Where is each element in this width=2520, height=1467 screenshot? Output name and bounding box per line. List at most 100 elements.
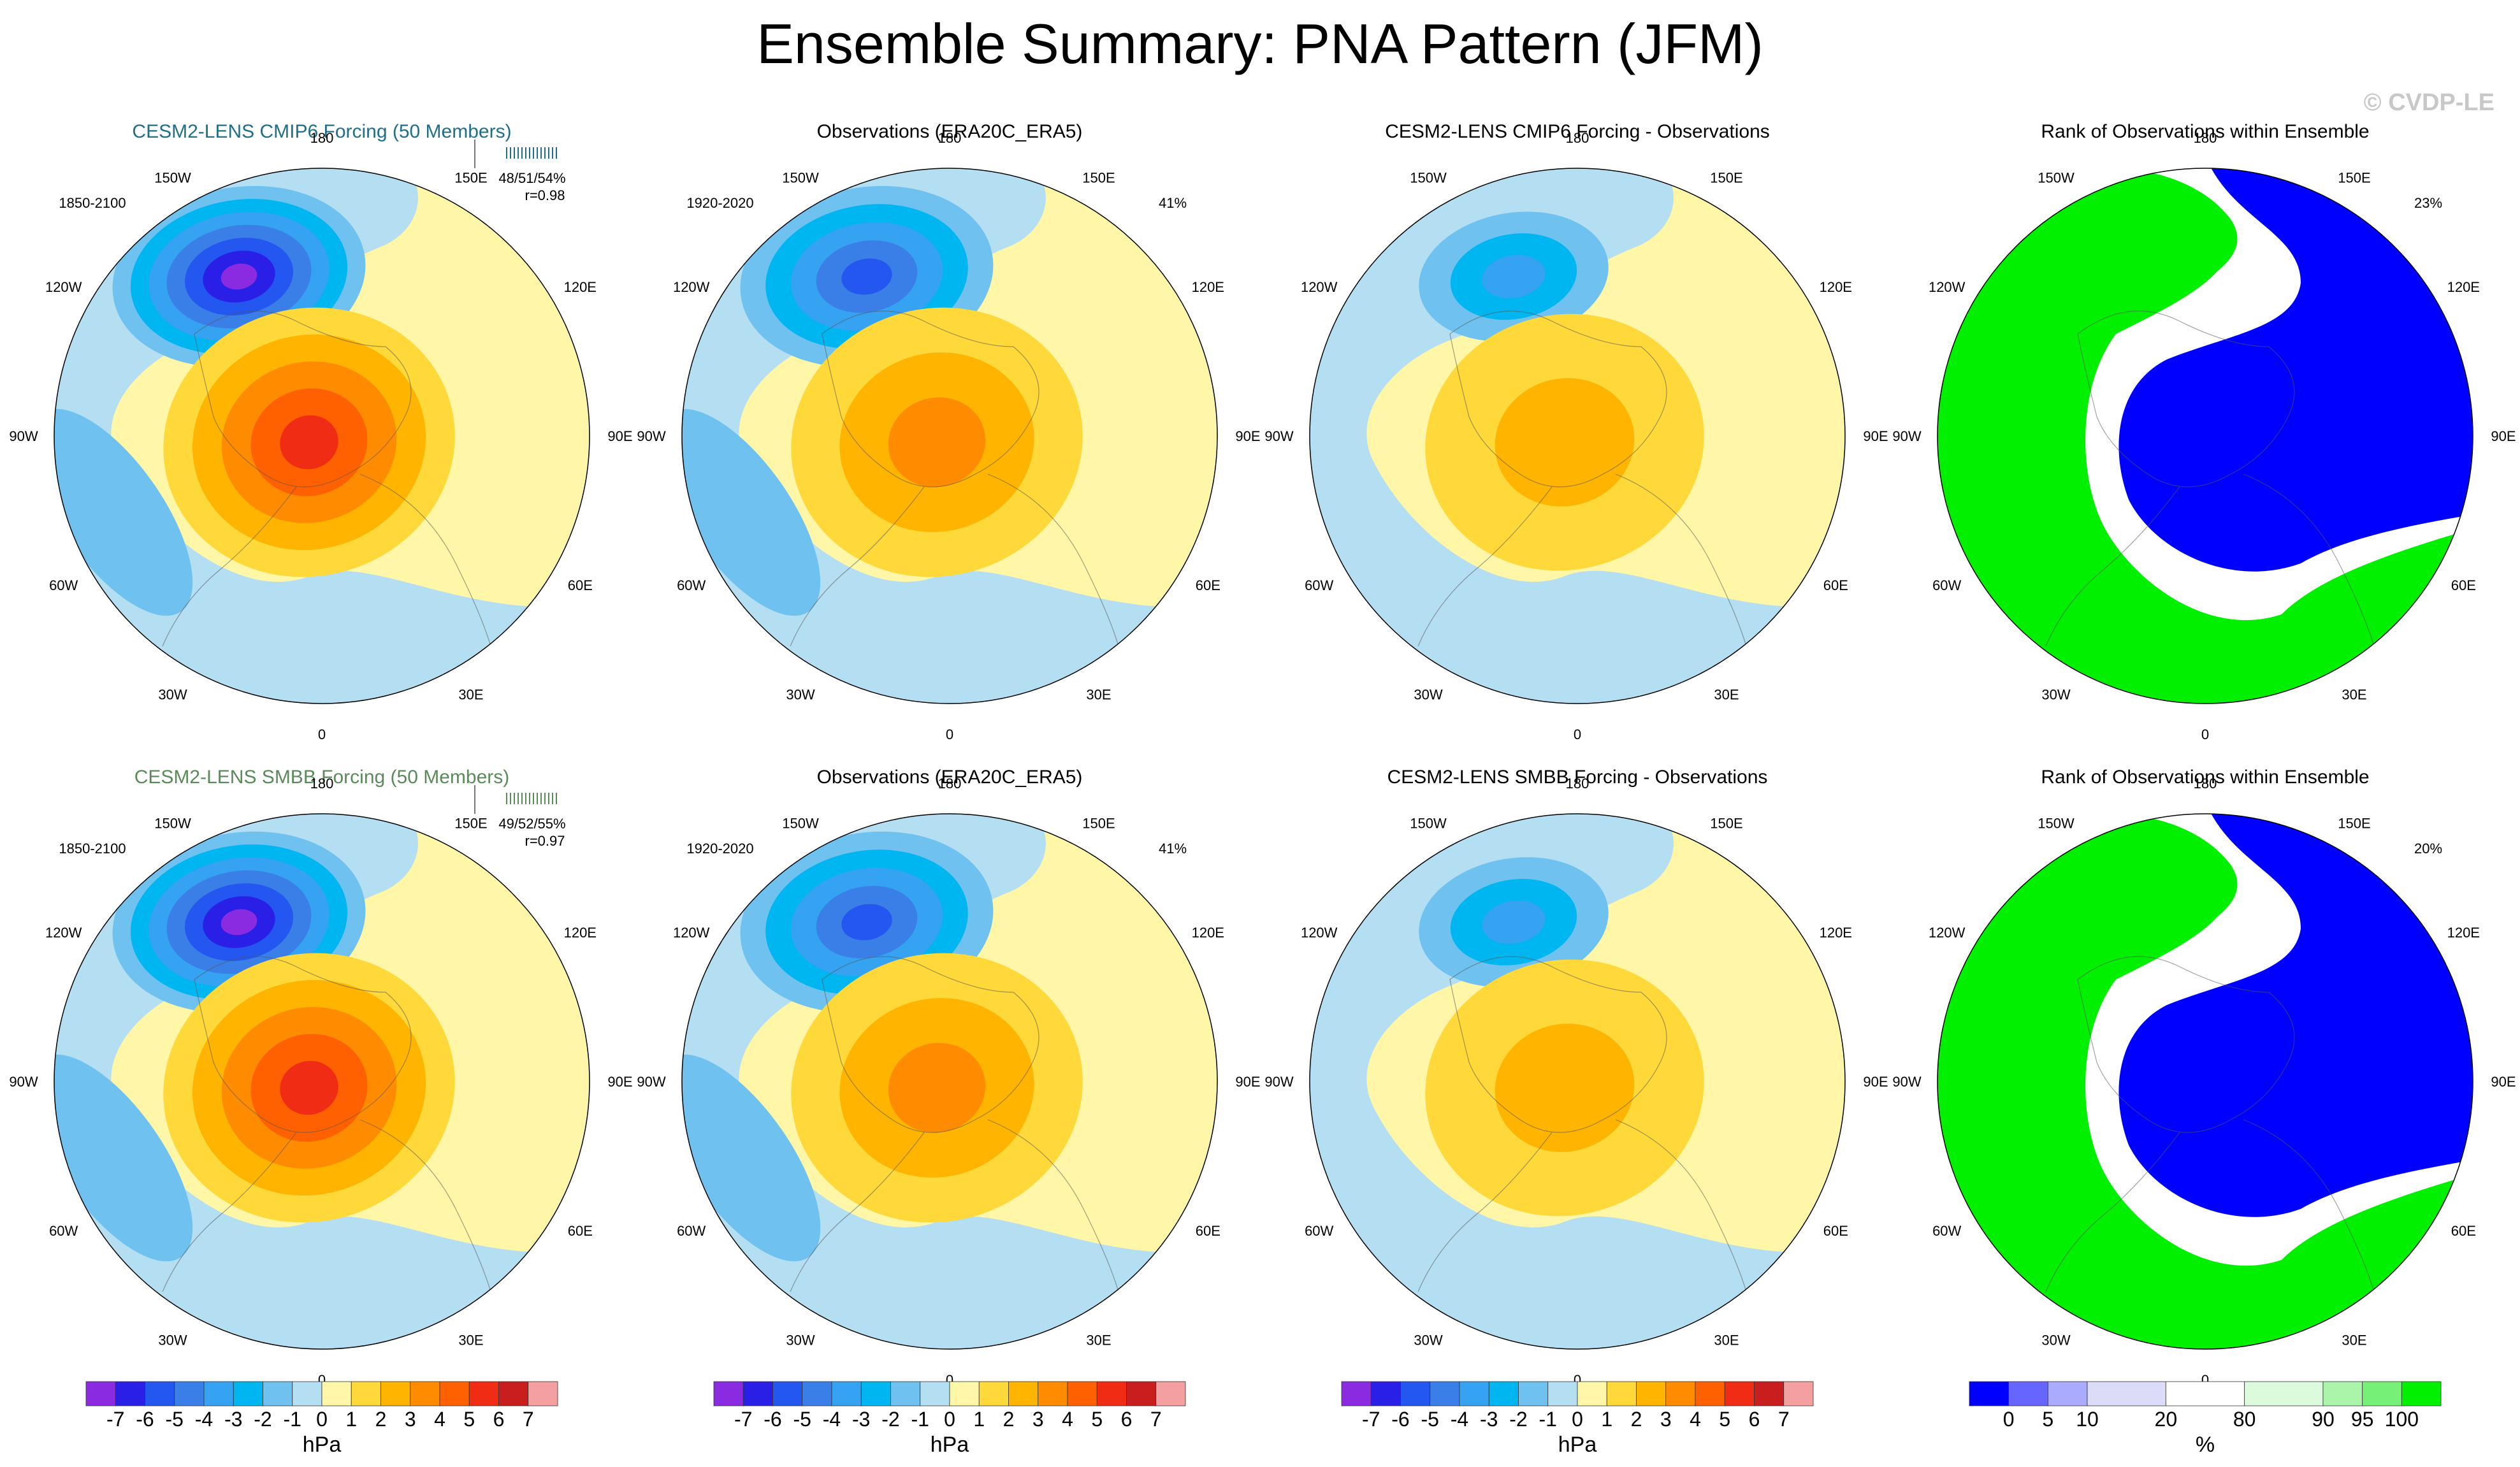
panel-title: Rank of Observations within Ensemble bbox=[2041, 767, 2369, 788]
lon-label: 60E bbox=[1196, 1223, 1220, 1239]
lon-label: 30E bbox=[1086, 686, 1111, 702]
lon-label: 150E bbox=[454, 170, 487, 186]
colorbar-tick: 5 bbox=[2042, 1408, 2053, 1431]
lon-label: 150W bbox=[782, 170, 819, 186]
coastline bbox=[162, 473, 495, 660]
period-label: 1850-2100 bbox=[59, 841, 126, 856]
lon-label: 0 bbox=[318, 726, 326, 742]
panel-title: Rank of Observations within Ensemble bbox=[2041, 121, 2369, 142]
colorbar-tick: 4 bbox=[434, 1408, 445, 1431]
lon-label: 60W bbox=[677, 1223, 706, 1239]
lon-label: 120E bbox=[564, 925, 597, 941]
lon-label: 150E bbox=[2338, 816, 2370, 832]
atlantic-low bbox=[54, 408, 193, 616]
colorbar-swatch bbox=[292, 1381, 322, 1406]
lon-label: 30E bbox=[2342, 1332, 2366, 1348]
colorbar-tick: -6 bbox=[1391, 1408, 1409, 1431]
colorbar-swatch bbox=[1665, 1381, 1696, 1406]
lon-label: 90W bbox=[9, 428, 38, 444]
lon-label: 30W bbox=[786, 1332, 815, 1348]
colorbar-tick: 100 bbox=[2385, 1408, 2419, 1431]
stats-label: 48/51/54% bbox=[498, 170, 565, 186]
rank-field-0 bbox=[2118, 814, 2473, 1217]
lon-label: 90W bbox=[1892, 428, 1921, 444]
colorbar-tick: 95 bbox=[2351, 1408, 2374, 1431]
namerica-high-contour-5.5 bbox=[280, 415, 338, 470]
colorbar-tick: 3 bbox=[1032, 1408, 1044, 1431]
lon-label: 60W bbox=[1932, 577, 1961, 593]
colorbar-swatch bbox=[742, 1381, 773, 1406]
colorbar-swatch bbox=[860, 1381, 891, 1406]
lon-label: 60W bbox=[677, 577, 706, 593]
colorbar-swatch bbox=[1724, 1381, 1755, 1406]
colorbar-tick: 3 bbox=[405, 1408, 416, 1431]
lon-label: 150W bbox=[1410, 170, 1447, 186]
colorbar-swatch bbox=[2322, 1381, 2363, 1406]
lon-label: 60E bbox=[2451, 1223, 2476, 1239]
colorbar-swatch bbox=[2244, 1381, 2324, 1406]
lon-label: 60E bbox=[1823, 1223, 1848, 1239]
lon-label: 0 bbox=[1574, 726, 1581, 742]
lon-label: 60W bbox=[1305, 1223, 1333, 1239]
colorbar-swatch bbox=[1430, 1381, 1460, 1406]
colorbar-tick: 4 bbox=[1690, 1408, 1701, 1431]
lon-label: 90W bbox=[637, 1074, 665, 1090]
colorbar-tick: 5 bbox=[1091, 1408, 1103, 1431]
pacific-low-contour--3.5 bbox=[1482, 255, 1546, 298]
colorbar-swatch bbox=[468, 1381, 499, 1406]
lon-label: 60E bbox=[2451, 577, 2476, 593]
lon-label: 120W bbox=[673, 925, 710, 941]
lon-label: 90W bbox=[637, 428, 665, 444]
lon-label: 180 bbox=[1566, 130, 1589, 146]
lon-label: 150W bbox=[1410, 816, 1447, 832]
map-boundary bbox=[1937, 168, 2473, 704]
lon-label: 30E bbox=[1714, 1332, 1739, 1348]
lon-label: 60W bbox=[1305, 577, 1333, 593]
colorbar-swatch bbox=[115, 1381, 145, 1406]
colorbar-tick: -6 bbox=[136, 1408, 154, 1431]
colorbar-swatch bbox=[1126, 1381, 1157, 1406]
lon-label: 90W bbox=[1892, 1074, 1921, 1090]
lon-label: 150W bbox=[782, 816, 819, 832]
colorbar-tick: -3 bbox=[224, 1408, 242, 1431]
lon-label: 180 bbox=[310, 130, 334, 146]
colorbar-tick: 2 bbox=[1631, 1408, 1642, 1431]
colorbar-tick: -3 bbox=[1480, 1408, 1498, 1431]
colorbar-tick: -6 bbox=[764, 1408, 781, 1431]
namerica-high-contour-5.5 bbox=[280, 1060, 338, 1115]
colorbar-tick: 80 bbox=[2233, 1408, 2256, 1431]
lon-label: 120E bbox=[1820, 279, 1852, 295]
colorbar-tick: -4 bbox=[195, 1408, 213, 1431]
lon-label: 30W bbox=[158, 1332, 187, 1348]
lon-label: 30E bbox=[1086, 1332, 1111, 1348]
colorbar-swatch bbox=[1400, 1381, 1431, 1406]
colorbar-swatch bbox=[321, 1381, 352, 1406]
lon-label: 180 bbox=[938, 776, 962, 791]
lon-label: 90E bbox=[1235, 428, 1260, 444]
lon-label: 60E bbox=[568, 577, 593, 593]
map-boundary bbox=[54, 813, 590, 1350]
panel-smbb-ensemble: CESM2-LENS SMBB Forcing (50 Members)180 1… bbox=[9, 767, 632, 1388]
namerica-high-contour-3.5 bbox=[888, 397, 986, 488]
coastline bbox=[194, 956, 412, 1133]
coastline bbox=[162, 1119, 495, 1305]
colorbar-tick: 90 bbox=[2312, 1408, 2335, 1431]
lon-label: 90E bbox=[2491, 1074, 2516, 1090]
colorbar-swatch bbox=[1783, 1381, 1814, 1406]
lon-label: 90E bbox=[2491, 428, 2516, 444]
colorbar-tick: -4 bbox=[1451, 1408, 1468, 1431]
lon-label: 120E bbox=[1192, 279, 1224, 295]
coastline bbox=[1417, 1119, 1750, 1305]
lon-label: 60W bbox=[49, 577, 78, 593]
coastline bbox=[1449, 310, 1667, 488]
lon-label: 120E bbox=[1192, 925, 1224, 941]
watermark: © CVDP-LE bbox=[2363, 89, 2495, 116]
colorbar-swatch bbox=[203, 1381, 234, 1406]
coastline bbox=[790, 1119, 1122, 1305]
colorbar-anomaly: -7 -6 -5 -4 -3 -2 -1 0 1 2 3 4 5 6 7 hPa bbox=[1341, 1381, 1814, 1457]
pacific-low-contour--5.5 bbox=[841, 904, 892, 941]
lon-label: 30W bbox=[786, 686, 815, 702]
colorbar-swatch bbox=[145, 1381, 175, 1406]
colorbar-unit: hPa bbox=[931, 1433, 969, 1457]
